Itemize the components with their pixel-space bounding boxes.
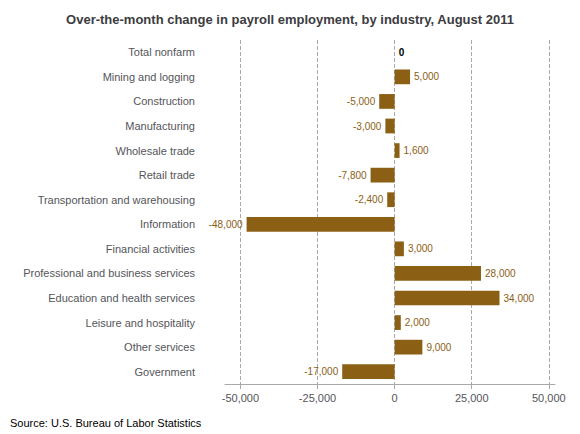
svg-text:9,000: 9,000 xyxy=(426,342,451,353)
svg-text:34,000: 34,000 xyxy=(503,293,534,304)
svg-text:Professional and business serv: Professional and business services xyxy=(23,267,195,279)
svg-text:Wholesale trade: Wholesale trade xyxy=(116,145,196,157)
svg-text:5,000: 5,000 xyxy=(414,71,439,82)
svg-text:-2,400: -2,400 xyxy=(355,194,384,205)
svg-text:Financial activities: Financial activities xyxy=(106,243,196,255)
svg-text:0: 0 xyxy=(399,47,405,58)
svg-text:Manufacturing: Manufacturing xyxy=(125,120,195,132)
svg-text:-7,800: -7,800 xyxy=(338,170,367,181)
svg-text:Information: Information xyxy=(140,218,195,230)
svg-text:Retail trade: Retail trade xyxy=(139,169,195,181)
svg-text:Total nonfarm: Total nonfarm xyxy=(128,46,195,58)
svg-text:Education and health services: Education and health services xyxy=(48,292,195,304)
svg-text:Construction: Construction xyxy=(133,95,195,107)
svg-text:1,600: 1,600 xyxy=(404,145,429,156)
svg-text:28,000: 28,000 xyxy=(485,268,516,279)
svg-text:3,000: 3,000 xyxy=(408,243,433,254)
svg-text:-25,000: -25,000 xyxy=(299,392,336,404)
svg-text:Other services: Other services xyxy=(124,341,195,353)
svg-text:-17,000: -17,000 xyxy=(304,366,338,377)
svg-text:Source: U.S. Bureau of Labor S: Source: U.S. Bureau of Labor Statistics xyxy=(10,417,202,429)
svg-text:Transportation and warehousing: Transportation and warehousing xyxy=(38,194,195,206)
svg-text:-3,000: -3,000 xyxy=(353,121,382,132)
svg-text:25,000: 25,000 xyxy=(455,392,489,404)
svg-text:2,000: 2,000 xyxy=(405,317,430,328)
svg-text:Mining and logging: Mining and logging xyxy=(103,71,195,83)
svg-text:Government: Government xyxy=(134,366,195,378)
svg-text:-5,000: -5,000 xyxy=(347,96,376,107)
svg-text:Over-the-month change in payro: Over-the-month change in payroll employm… xyxy=(66,12,514,27)
svg-text:0: 0 xyxy=(392,392,398,404)
svg-text:Leisure and hospitality: Leisure and hospitality xyxy=(86,317,196,329)
svg-text:-48,000: -48,000 xyxy=(209,219,243,230)
svg-text:-50,000: -50,000 xyxy=(222,392,259,404)
svg-text:50,000: 50,000 xyxy=(532,392,566,404)
